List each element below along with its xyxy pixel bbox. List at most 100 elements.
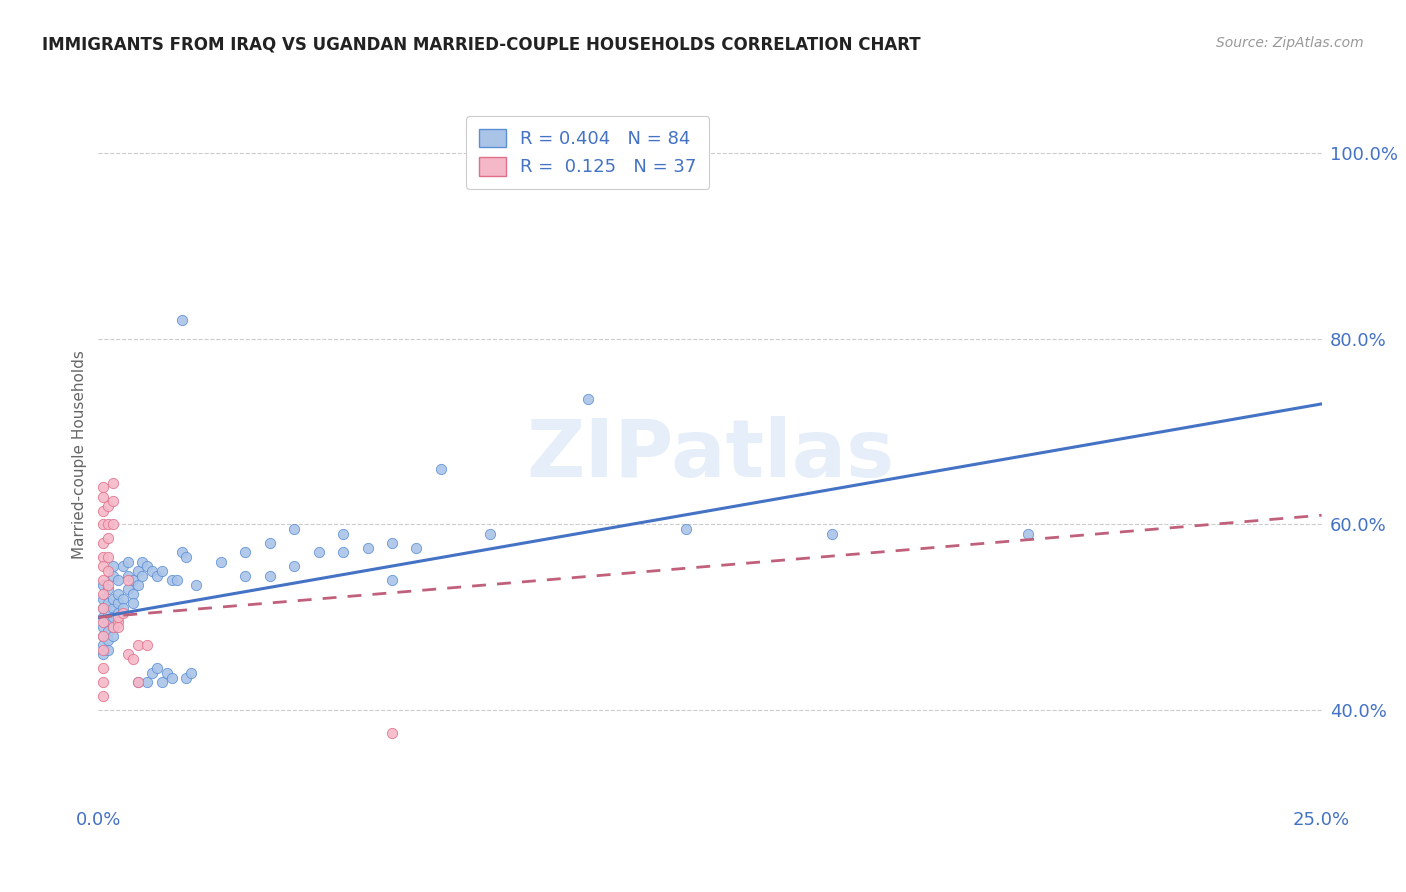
- Point: [107, 615, 129, 629]
- Point: [131, 568, 153, 582]
- Point: [91, 642, 114, 657]
- Point: [117, 555, 139, 569]
- Y-axis label: Married-couple Households: Married-couple Households: [72, 351, 87, 559]
- Point: [478, 526, 501, 541]
- Point: [121, 596, 143, 610]
- Point: [117, 582, 139, 597]
- Point: [101, 475, 124, 490]
- Point: [180, 665, 202, 680]
- Point: [97, 499, 120, 513]
- Point: [97, 532, 120, 546]
- Point: [111, 601, 134, 615]
- Point: [127, 638, 149, 652]
- Point: [91, 629, 114, 643]
- Point: [91, 578, 114, 592]
- Point: [430, 462, 453, 476]
- Point: [136, 638, 159, 652]
- Point: [97, 633, 120, 648]
- Point: [146, 661, 169, 675]
- Point: [150, 675, 173, 690]
- Point: [101, 494, 124, 508]
- Point: [91, 549, 114, 564]
- Point: [117, 573, 139, 587]
- Point: [97, 642, 120, 657]
- Point: [127, 675, 149, 690]
- Point: [91, 573, 114, 587]
- Point: [97, 615, 120, 629]
- Point: [131, 555, 153, 569]
- Point: [91, 490, 114, 504]
- Point: [107, 596, 129, 610]
- Point: [381, 573, 404, 587]
- Point: [111, 591, 134, 606]
- Point: [91, 601, 114, 615]
- Point: [97, 596, 120, 610]
- Point: [91, 689, 114, 703]
- Point: [101, 591, 124, 606]
- Point: [91, 661, 114, 675]
- Point: [91, 619, 114, 633]
- Point: [160, 671, 183, 685]
- Point: [101, 610, 124, 624]
- Point: [111, 559, 134, 574]
- Text: ZIPatlas: ZIPatlas: [526, 416, 894, 494]
- Point: [332, 545, 354, 559]
- Point: [356, 541, 378, 555]
- Point: [405, 541, 427, 555]
- Point: [117, 568, 139, 582]
- Legend: R = 0.404   N = 84, R =  0.125   N = 37: R = 0.404 N = 84, R = 0.125 N = 37: [467, 116, 709, 189]
- Point: [91, 675, 114, 690]
- Point: [121, 573, 143, 587]
- Point: [170, 545, 193, 559]
- Point: [91, 587, 114, 601]
- Point: [233, 545, 256, 559]
- Point: [107, 587, 129, 601]
- Point: [176, 549, 198, 564]
- Point: [136, 559, 159, 574]
- Point: [101, 629, 124, 643]
- Point: [91, 629, 114, 643]
- Point: [107, 619, 129, 633]
- Point: [127, 564, 149, 578]
- Point: [821, 526, 844, 541]
- Point: [127, 675, 149, 690]
- Point: [381, 536, 404, 550]
- Point: [259, 568, 281, 582]
- Point: [91, 601, 114, 615]
- Point: [107, 573, 129, 587]
- Point: [97, 564, 120, 578]
- Point: [97, 517, 120, 532]
- Point: [121, 652, 143, 666]
- Point: [97, 606, 120, 620]
- Point: [101, 559, 124, 574]
- Point: [91, 503, 114, 517]
- Point: [176, 671, 198, 685]
- Legend: : [696, 860, 710, 874]
- Point: [117, 648, 139, 662]
- Point: [186, 578, 208, 592]
- Point: [101, 601, 124, 615]
- Point: [156, 665, 179, 680]
- Point: [97, 582, 120, 597]
- Point: [308, 545, 330, 559]
- Point: [259, 536, 281, 550]
- Point: [97, 549, 120, 564]
- Point: [150, 564, 173, 578]
- Point: [332, 526, 354, 541]
- Point: [283, 522, 305, 536]
- Point: [170, 313, 193, 327]
- Point: [91, 591, 114, 606]
- Point: [101, 619, 124, 633]
- Point: [283, 559, 305, 574]
- Point: [141, 564, 163, 578]
- Point: [91, 517, 114, 532]
- Point: [141, 665, 163, 680]
- Point: [209, 555, 232, 569]
- Point: [101, 619, 124, 633]
- Point: [91, 615, 114, 629]
- Point: [91, 536, 114, 550]
- Point: [91, 480, 114, 494]
- Point: [91, 610, 114, 624]
- Point: [166, 573, 188, 587]
- Point: [91, 559, 114, 574]
